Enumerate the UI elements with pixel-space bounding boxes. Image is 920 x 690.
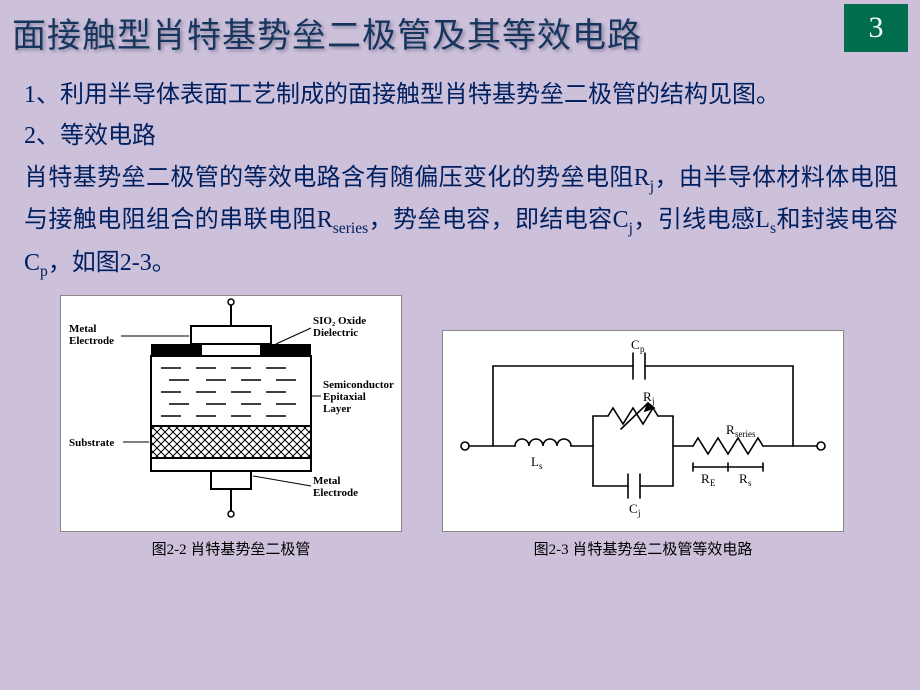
svg-text:Metal: Metal — [313, 475, 340, 487]
svg-text:series: series — [735, 429, 756, 439]
paragraph-2: 2、等效电路 — [24, 116, 898, 157]
figure-2-3-caption: 图2-3 肖特基势垒二极管等效电路 — [442, 538, 844, 559]
page-number-badge: 3 — [844, 4, 908, 52]
body-text: 1、利用半导体表面工艺制成的面接触型肖特基势垒二极管的结构见图。 2、等效电路 … — [0, 57, 920, 285]
svg-text:s: s — [539, 461, 543, 471]
svg-text:Substrate: Substrate — [69, 437, 114, 449]
svg-text:Semiconductor: Semiconductor — [323, 379, 394, 391]
svg-text:Dielectric: Dielectric — [313, 327, 358, 339]
svg-text:L: L — [531, 454, 539, 469]
svg-text:s: s — [748, 478, 752, 488]
svg-text:j: j — [651, 396, 655, 406]
svg-text:j: j — [637, 508, 641, 518]
svg-text:Epitaxial: Epitaxial — [323, 391, 366, 403]
figure-2-3: Cp Ls Rj Cj Rseries RE Rs 图2-3 肖特基势垒二极管等… — [442, 330, 844, 559]
svg-text:R: R — [643, 389, 652, 404]
svg-text:Electrode: Electrode — [313, 487, 358, 499]
equivalent-circuit-diagram: Cp Ls Rj Cj Rseries RE Rs — [443, 331, 843, 526]
paragraph-3: 肖特基势垒二极管的等效电路含有随偏压变化的势垒电阻Rj，由半导体材料体电阻与接触… — [24, 158, 898, 286]
slide-title: 面接触型肖特基势垒二极管及其等效电路 — [12, 8, 844, 57]
svg-text:SIO₂ Oxide: SIO₂ Oxide — [313, 315, 366, 327]
svg-text:R: R — [726, 422, 735, 437]
svg-text:Layer: Layer — [323, 403, 351, 415]
svg-text:R: R — [739, 471, 748, 486]
svg-text:p: p — [640, 344, 645, 354]
svg-text:Metal: Metal — [69, 323, 96, 335]
paragraph-1: 1、利用半导体表面工艺制成的面接触型肖特基势垒二极管的结构见图。 — [24, 75, 898, 116]
schottky-structure-diagram: MetalElectrode SIO₂ OxideDielectric Semi… — [61, 296, 401, 526]
svg-text:E: E — [710, 478, 716, 488]
svg-text:C: C — [631, 337, 640, 352]
figure-2-2-caption: 图2-2 肖特基势垒二极管 — [60, 538, 402, 559]
svg-text:Electrode: Electrode — [69, 335, 114, 347]
svg-text:C: C — [629, 501, 638, 516]
svg-text:R: R — [701, 471, 710, 486]
figure-2-2: MetalElectrode SIO₂ OxideDielectric Semi… — [60, 295, 402, 559]
